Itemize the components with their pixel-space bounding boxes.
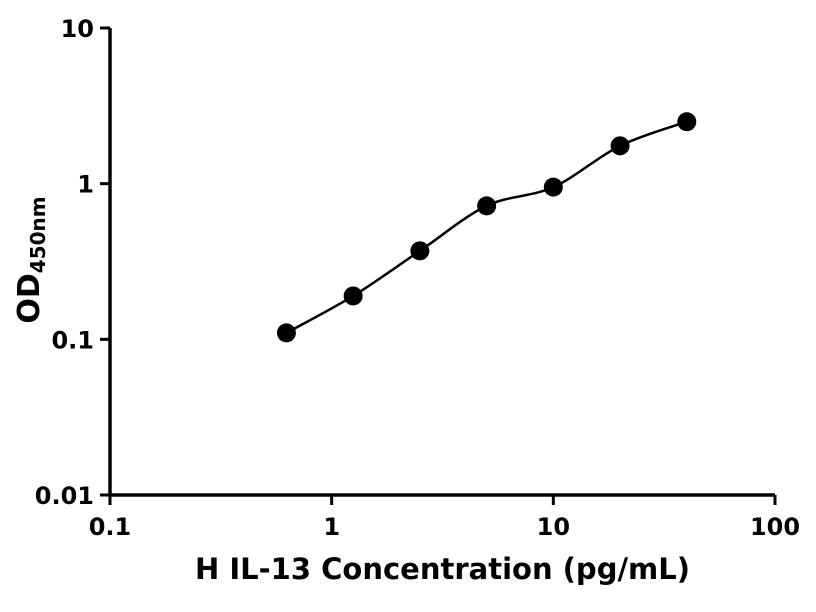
x-tick-label: 10 [537, 513, 570, 541]
data-point-marker [610, 136, 630, 156]
y-axis-title: OD450nm [8, 160, 52, 360]
data-point-marker [276, 323, 296, 343]
y-tick-label: 10 [61, 15, 94, 43]
x-tick-label: 1 [323, 513, 340, 541]
data-point-marker [477, 196, 497, 216]
data-point-marker [677, 112, 697, 132]
y-tick-label: 0.1 [51, 326, 94, 354]
y-axis-title-main: OD [12, 273, 47, 324]
data-point-marker [410, 241, 430, 261]
y-axis-title-sub: 450nm [26, 196, 50, 274]
data-point-marker [543, 177, 563, 197]
y-tick-label: 1 [77, 171, 94, 199]
data-point-marker [343, 286, 363, 306]
x-axis-title: H IL-13 Concentration (pg/mL) [195, 552, 690, 586]
x-tick-label: 0.1 [89, 513, 132, 541]
y-tick-label: 0.01 [35, 482, 94, 510]
x-tick-label: 100 [750, 513, 800, 541]
